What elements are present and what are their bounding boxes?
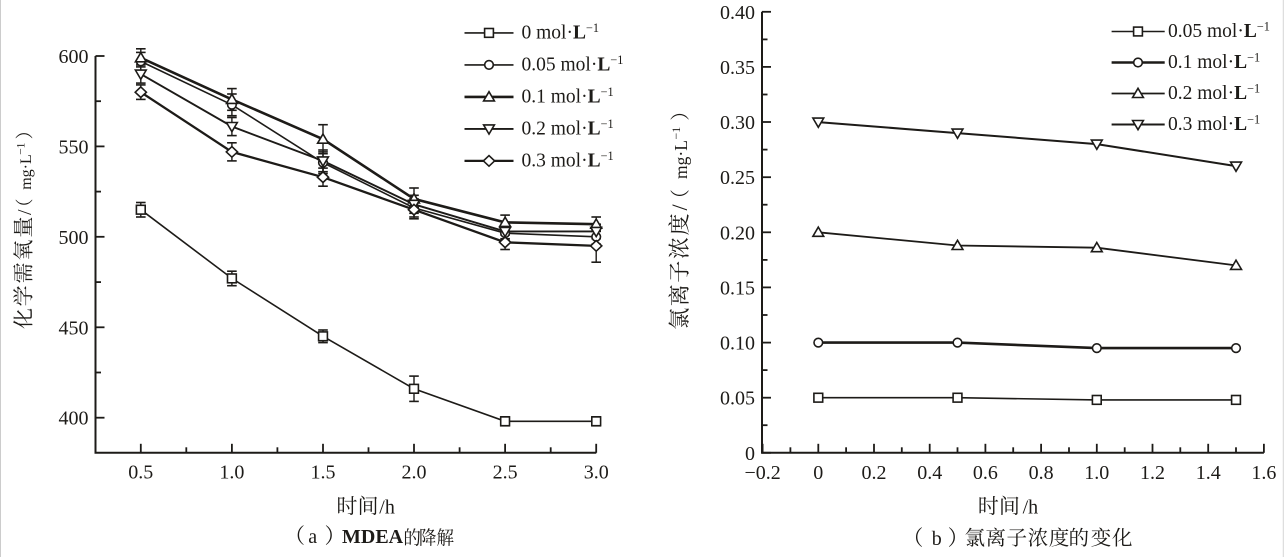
svg-text:1.2: 1.2 xyxy=(1140,462,1165,484)
svg-text:400: 400 xyxy=(59,408,89,430)
svg-text:1.5: 1.5 xyxy=(311,461,336,483)
svg-text:0.05: 0.05 xyxy=(720,388,755,410)
svg-text:0.2 mol·L−1: 0.2 mol·L−1 xyxy=(522,117,614,140)
svg-text:0.2 mol·L−1: 0.2 mol·L−1 xyxy=(1168,81,1260,104)
svg-text:0.5: 0.5 xyxy=(128,461,153,483)
svg-text:mg·L: mg·L xyxy=(18,154,35,190)
svg-text:0.2: 0.2 xyxy=(862,462,887,484)
svg-text:2.5: 2.5 xyxy=(493,461,518,483)
svg-text:0.10: 0.10 xyxy=(720,333,755,355)
svg-text:0.35: 0.35 xyxy=(720,57,755,79)
svg-text:0.6: 0.6 xyxy=(973,462,998,484)
svg-text:0 mol·L−1: 0 mol·L−1 xyxy=(522,21,600,44)
svg-text:0.1 mol·L−1: 0.1 mol·L−1 xyxy=(1168,50,1260,73)
svg-text:0.1 mol·L−1: 0.1 mol·L−1 xyxy=(522,85,614,108)
svg-text:−0.2: −0.2 xyxy=(744,462,780,484)
svg-text:500: 500 xyxy=(59,227,89,249)
svg-text:−1: −1 xyxy=(15,142,27,154)
svg-text:/h: /h xyxy=(1023,496,1039,518)
svg-text:0.3 mol·L−1: 0.3 mol·L−1 xyxy=(522,149,614,172)
svg-text:1.0: 1.0 xyxy=(219,461,244,483)
svg-text:0.8: 0.8 xyxy=(1029,462,1054,484)
svg-text:2.0: 2.0 xyxy=(402,461,427,483)
svg-text:0.40: 0.40 xyxy=(720,2,755,24)
svg-text:0.25: 0.25 xyxy=(720,167,755,189)
svg-text:0: 0 xyxy=(813,462,823,484)
svg-text:0.15: 0.15 xyxy=(720,277,755,299)
svg-text:0.4: 0.4 xyxy=(917,462,942,484)
svg-text:b: b xyxy=(932,528,942,550)
svg-text:1.6: 1.6 xyxy=(1251,462,1276,484)
svg-text:600: 600 xyxy=(59,46,89,68)
svg-text:3.0: 3.0 xyxy=(584,461,609,483)
svg-text:0.3 mol·L−1: 0.3 mol·L−1 xyxy=(1168,112,1260,135)
svg-text:a: a xyxy=(308,526,317,548)
svg-text:450: 450 xyxy=(59,317,89,339)
svg-text:MDEA: MDEA xyxy=(342,526,404,548)
svg-text:550: 550 xyxy=(59,136,89,158)
svg-text:0.05 mol·L−1: 0.05 mol·L−1 xyxy=(1168,19,1270,42)
svg-text:1.4: 1.4 xyxy=(1196,462,1221,484)
svg-text:mg·L: mg·L xyxy=(671,140,691,179)
svg-text:0.20: 0.20 xyxy=(720,222,755,244)
svg-text:0.05 mol·L−1: 0.05 mol·L−1 xyxy=(522,53,624,76)
svg-text:−1: −1 xyxy=(669,127,683,140)
svg-text:/: / xyxy=(667,204,692,211)
svg-text:0: 0 xyxy=(745,443,755,465)
svg-text:1.0: 1.0 xyxy=(1084,462,1109,484)
svg-text:0.30: 0.30 xyxy=(720,112,755,134)
svg-text:/h: /h xyxy=(379,496,395,518)
svg-text:/: / xyxy=(14,209,36,215)
